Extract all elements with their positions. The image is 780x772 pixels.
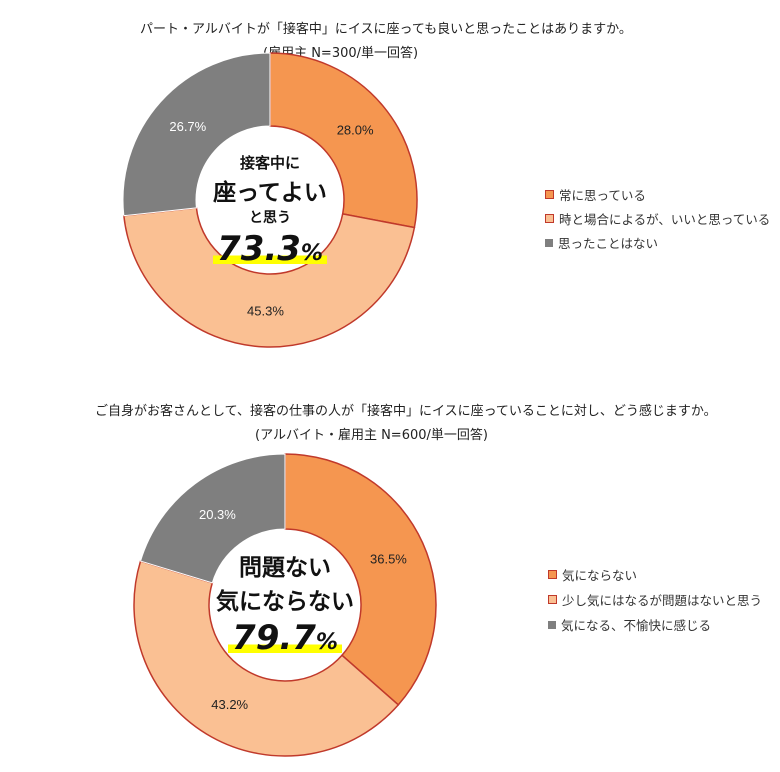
chart1-center-value: 73.3 [217, 229, 301, 269]
legend-swatch [545, 190, 554, 199]
chart2-center: 問題ない 気にならない 79.7% [205, 548, 365, 658]
legend-item: 思ったことはない [545, 233, 658, 252]
legend-item: 少し気にはなるが問題はないと思う [548, 590, 762, 609]
chart2-data-label-2: 20.3% [199, 507, 236, 522]
legend-swatch [545, 214, 554, 223]
legend-label: 気にならない [562, 568, 638, 583]
chart1-title: パート・アルバイトが「接客中」にイスに座っても良いと思ったことはありますか。 [140, 22, 632, 37]
chart1-center-line1: 接客中に [239, 154, 300, 172]
chart1-data-label-0: 28.0% [337, 123, 374, 138]
chart1-slice-1 [123, 207, 416, 348]
chart1-data-label-2: 26.7% [169, 119, 206, 134]
chart2-slice-1 [133, 560, 400, 757]
chart2-slice-2 [139, 453, 286, 584]
legend-swatch [548, 620, 556, 629]
legend-item: 時と場合によるが、いいと思っている [545, 209, 770, 228]
legend-swatch [548, 595, 557, 604]
legend-item: 気になる、不愉快に感じる [548, 615, 711, 634]
chart2-center-unit: % [315, 630, 338, 655]
chart2-data-label-1: 43.2% [211, 697, 248, 712]
chart2-title: ご自身がお客さんとして、接客の仕事の人が「接客中」にイスに座っていることに対し、… [95, 404, 717, 419]
chart1-slice-0 [269, 52, 418, 229]
legend-item: 常に思っている [545, 185, 646, 204]
chart1-center-line2: 座ってよい [213, 180, 327, 206]
legend-label: 少し気にはなるが問題はないと思う [562, 593, 763, 608]
chart2-subtitle: (アルバイト・雇用主 N=600/単一回答) [255, 428, 488, 443]
legend-label: 常に思っている [559, 188, 646, 203]
chart2-center-line1: 問題ない [239, 555, 331, 581]
legend-label: 時と場合によるが、いいと思っている [559, 212, 771, 227]
legend-swatch [545, 238, 553, 247]
legend-swatch [548, 570, 557, 579]
chart2-slice-0 [284, 453, 437, 706]
chart1-slice-2 [122, 52, 271, 217]
chart1-center-line3: と思う [249, 210, 291, 226]
chart2-data-label-0: 36.5% [370, 551, 407, 566]
legend-item: 気にならない [548, 565, 637, 584]
chart2-center-value: 79.7 [232, 618, 316, 658]
chart1-center: 接客中に 座ってよい と思う 73.3% [195, 152, 345, 269]
legend-label: 思ったことはない [558, 236, 659, 251]
chart1-data-label-1: 45.3% [247, 303, 284, 318]
chart1-center-unit: % [300, 241, 323, 266]
chart2-center-line2: 気にならない [216, 589, 354, 615]
legend-label: 気になる、不愉快に感じる [561, 618, 712, 633]
